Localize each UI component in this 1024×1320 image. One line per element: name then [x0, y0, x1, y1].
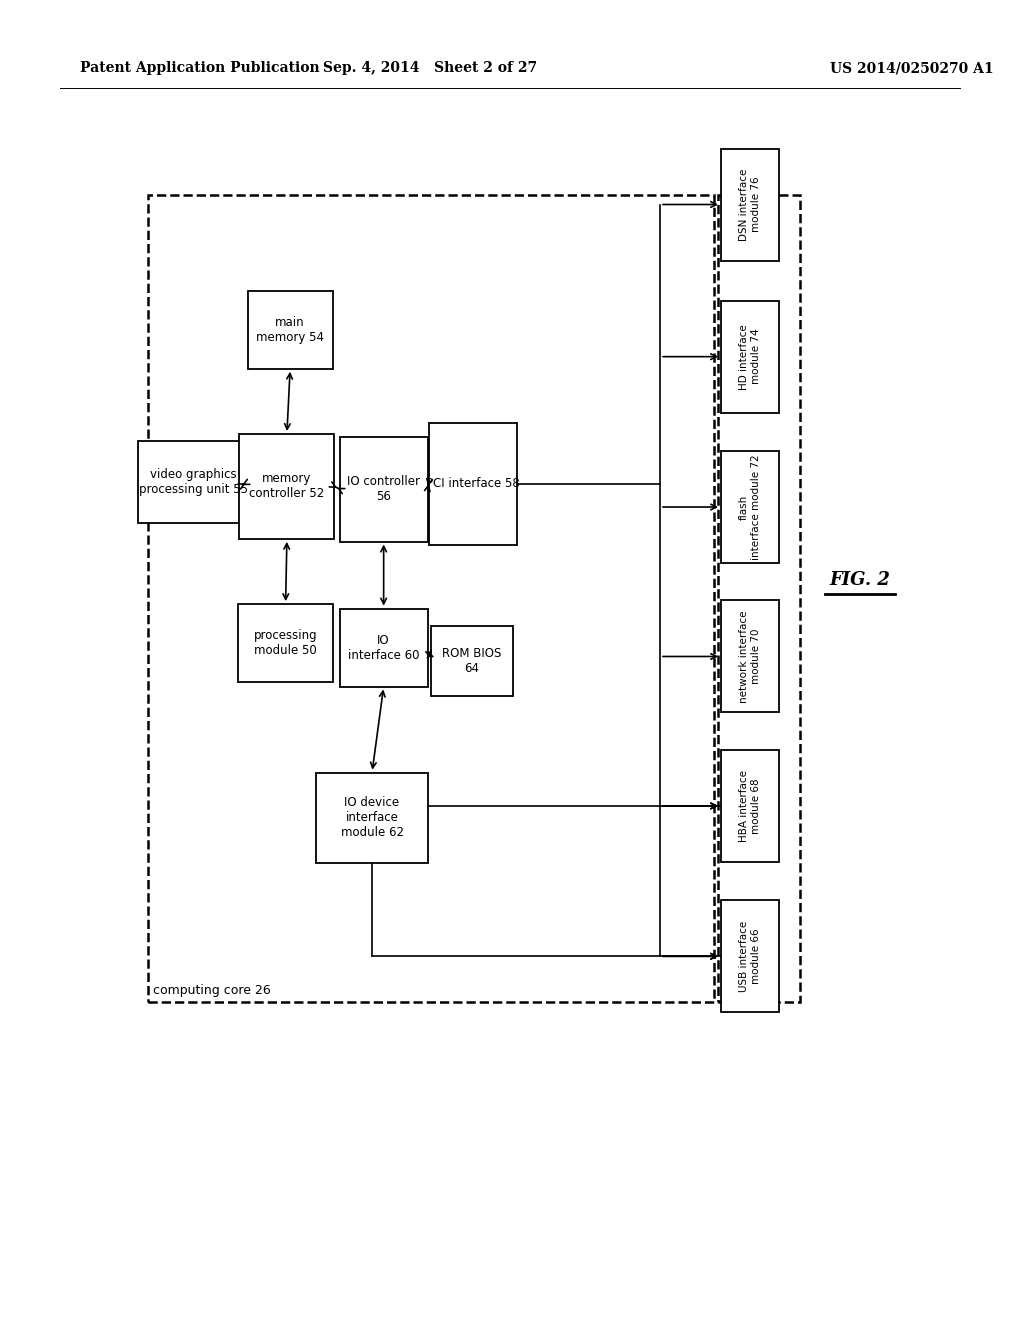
Text: memory
controller 52: memory controller 52: [249, 473, 325, 500]
Text: FIG. 2: FIG. 2: [829, 572, 891, 590]
Text: PCI interface 58: PCI interface 58: [426, 478, 519, 490]
Text: US 2014/0250270 A1: US 2014/0250270 A1: [830, 61, 993, 75]
Bar: [248, 290, 333, 368]
Text: Patent Application Publication: Patent Application Publication: [80, 61, 319, 75]
Bar: [721, 900, 779, 1012]
Bar: [718, 195, 800, 1002]
Text: USB interface
module 66: USB interface module 66: [739, 920, 761, 991]
Bar: [721, 301, 779, 413]
Text: processing
module 50: processing module 50: [254, 630, 317, 657]
Text: HBA interface
module 68: HBA interface module 68: [739, 770, 761, 842]
Text: Sep. 4, 2014   Sheet 2 of 27: Sep. 4, 2014 Sheet 2 of 27: [323, 61, 537, 75]
Text: main
memory 54: main memory 54: [256, 315, 325, 343]
Text: IO device
interface
module 62: IO device interface module 62: [341, 796, 403, 840]
Bar: [340, 609, 428, 686]
Text: IO controller
56: IO controller 56: [347, 475, 420, 503]
Bar: [431, 626, 513, 696]
Bar: [721, 601, 779, 713]
Bar: [239, 605, 333, 682]
Text: network interface
module 70: network interface module 70: [739, 610, 761, 702]
Bar: [429, 422, 517, 545]
Bar: [316, 772, 428, 862]
Text: DSN interface
module 76: DSN interface module 76: [739, 169, 761, 240]
Bar: [721, 750, 779, 862]
Bar: [721, 149, 779, 260]
Bar: [240, 434, 335, 539]
Text: flash
interface module 72: flash interface module 72: [739, 454, 761, 560]
Text: computing core 26: computing core 26: [153, 983, 270, 997]
Text: IO
interface 60: IO interface 60: [348, 634, 420, 661]
Bar: [340, 437, 428, 541]
Bar: [138, 441, 249, 523]
Text: video graphics
processing unit 55: video graphics processing unit 55: [139, 469, 248, 496]
Bar: [721, 451, 779, 564]
Text: ROM BIOS
64: ROM BIOS 64: [442, 647, 502, 675]
Text: HD interface
module 74: HD interface module 74: [739, 323, 761, 389]
Bar: [148, 195, 714, 1002]
